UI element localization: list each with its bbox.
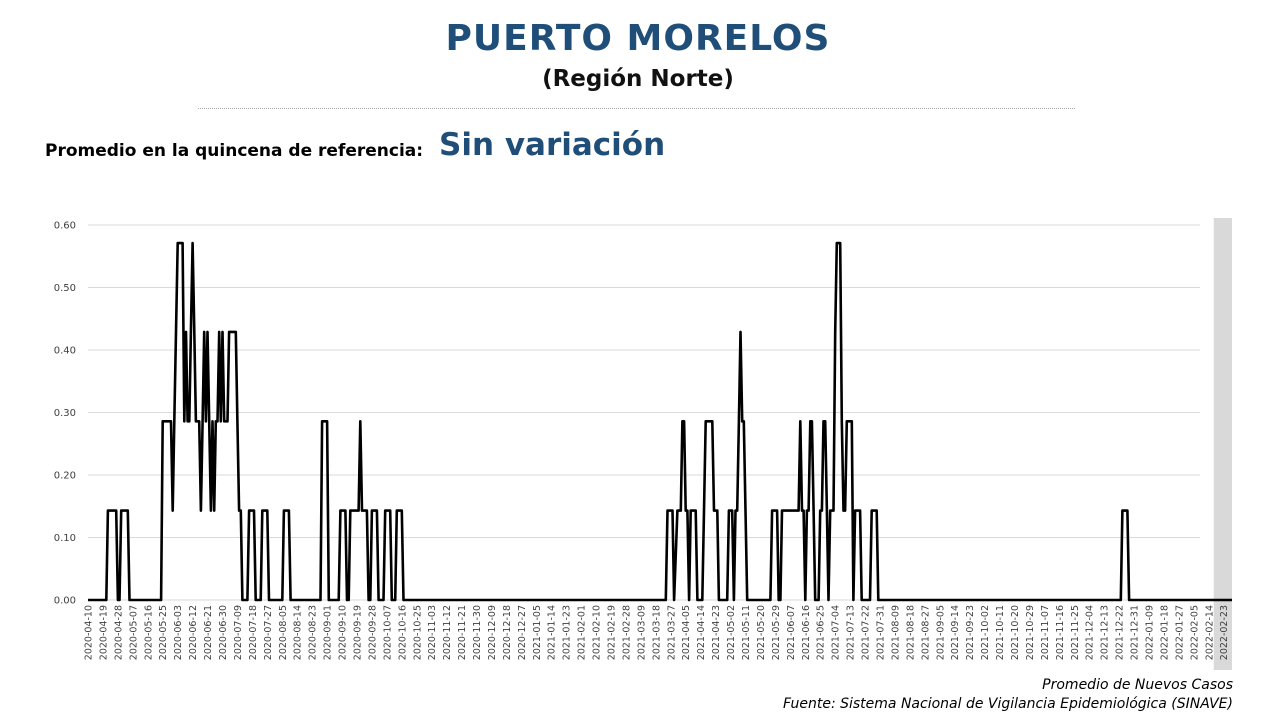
x-tick-label: 2020-10-07: [382, 605, 393, 660]
page-subtitle: (Región Norte): [542, 66, 734, 92]
x-tick-label: 2021-04-14: [696, 605, 707, 660]
title-divider: [198, 108, 1075, 109]
shaded-period: [1213, 218, 1232, 670]
x-tick-label: 2021-08-27: [920, 605, 931, 660]
x-tick-label: 2021-10-11: [995, 605, 1006, 660]
x-tick-label: 2021-10-02: [980, 605, 991, 660]
x-tick-label: 2020-08-05: [278, 605, 289, 660]
x-tick-label: 2021-12-31: [1130, 605, 1141, 660]
x-tick-label: 2020-09-19: [352, 605, 363, 660]
reference-label: Promedio en la quincena de referencia:: [45, 141, 424, 161]
page-title: PUERTO MORELOS: [445, 18, 831, 59]
x-tick-label: 2021-11-16: [1055, 605, 1066, 660]
x-tick-label: 2021-03-18: [651, 605, 662, 660]
x-tick-label: 2021-06-07: [786, 605, 797, 660]
x-tick-label: 2020-12-18: [502, 605, 513, 660]
x-tick-label: 2020-09-01: [323, 605, 334, 660]
x-tick-label: 2020-08-14: [293, 605, 304, 660]
x-tick-label: 2020-06-21: [203, 605, 214, 660]
x-tick-label: 2021-11-25: [1070, 605, 1081, 660]
x-tick-label: 2020-05-16: [143, 605, 154, 660]
x-tick-label: 2021-09-05: [935, 605, 946, 660]
x-tick-label: 2021-12-13: [1100, 605, 1111, 660]
x-tick-label: 2022-01-09: [1144, 605, 1155, 660]
x-tick-label: 2021-04-05: [681, 605, 692, 660]
x-tick-label: 2021-12-22: [1115, 605, 1126, 660]
x-tick-label: 2020-07-27: [263, 605, 274, 660]
series-line: [88, 241, 1232, 602]
x-tick-label: 2021-07-31: [876, 605, 887, 660]
y-tick-label: 0.10: [54, 533, 76, 544]
x-tick-label: 2021-03-09: [636, 605, 647, 660]
x-tick-label: 2020-07-09: [233, 605, 244, 660]
x-tick-label: 2020-11-30: [472, 605, 483, 660]
x-tick-label: 2021-04-23: [711, 605, 722, 660]
x-tick-label: 2020-11-03: [427, 605, 438, 660]
y-tick-label: 0.60: [54, 221, 76, 232]
x-tick-label: 2021-12-04: [1085, 605, 1096, 660]
x-tick-label: 2020-09-28: [367, 605, 378, 660]
x-tick-label: 2021-02-01: [577, 605, 588, 660]
x-tick-label: 2022-02-05: [1189, 605, 1200, 660]
x-tick-label: 2021-01-14: [547, 605, 558, 660]
x-tick-label: 2020-10-25: [412, 605, 423, 660]
x-tick-label: 2021-06-25: [816, 605, 827, 660]
y-tick-label: 0.20: [54, 471, 76, 482]
x-tick-label: 2020-04-19: [98, 605, 109, 660]
x-tick-label: 2021-03-27: [666, 605, 677, 660]
x-tick-label: 2021-05-11: [741, 605, 752, 660]
x-tick-label: 2020-06-03: [173, 605, 184, 660]
x-tick-label: 2022-01-27: [1174, 605, 1185, 660]
x-tick-label: 2021-09-14: [950, 605, 961, 660]
x-tick-label: 2021-01-05: [532, 605, 543, 660]
x-tick-label: 2021-01-23: [562, 605, 573, 660]
x-tick-label: 2020-10-16: [397, 605, 408, 660]
x-tick-label: 2021-09-23: [965, 605, 976, 660]
x-tick-label: 2022-02-14: [1204, 605, 1215, 660]
x-tick-label: 2021-08-18: [905, 605, 916, 660]
x-tick-label: 2021-10-20: [1010, 605, 1021, 660]
x-tick-label: 2021-05-20: [756, 605, 767, 660]
x-tick-label: 2020-11-21: [457, 605, 468, 660]
x-tick-label: 2021-07-04: [831, 605, 842, 660]
x-tick-label: 2020-06-30: [218, 605, 229, 660]
reference-value: Sin variación: [439, 127, 666, 163]
x-tick-label: 2021-07-13: [846, 605, 857, 660]
x-tick-label: 2021-02-28: [621, 605, 632, 660]
x-tick-label: 2020-06-12: [188, 605, 199, 660]
x-tick-label: 2020-04-28: [113, 605, 124, 660]
x-tick-label: 2021-07-22: [861, 605, 872, 660]
y-tick-label: 0.50: [54, 283, 76, 294]
y-tick-label: 0.00: [54, 596, 76, 607]
x-tick-label: 2021-08-09: [890, 605, 901, 660]
x-tick-label: 2020-12-27: [517, 605, 528, 660]
x-tick-label: 2020-04-10: [84, 605, 95, 660]
x-tick-label: 2020-07-18: [248, 605, 259, 660]
x-tick-label: 2021-05-02: [726, 605, 737, 660]
x-tick-label: 2021-02-19: [607, 605, 618, 660]
x-tick-label: 2021-10-29: [1025, 605, 1036, 660]
source-note: Fuente: Sistema Nacional de Vigilancia E…: [783, 696, 1233, 712]
x-tick-label: 2022-01-18: [1159, 605, 1170, 660]
x-tick-label: 2020-05-07: [128, 605, 139, 660]
x-tick-label: 2020-09-10: [338, 605, 349, 660]
y-tick-label: 0.30: [54, 408, 76, 419]
x-tick-label: 2020-05-25: [158, 605, 169, 660]
x-tick-label: 2020-08-23: [308, 605, 319, 660]
x-tick-label: 2021-05-29: [771, 605, 782, 660]
x-tick-label: 2021-06-16: [801, 605, 812, 660]
series-caption: Promedio de Nuevos Casos: [1042, 677, 1233, 693]
x-tick-label: 2022-02-23: [1219, 605, 1230, 660]
x-tick-label: 2021-11-07: [1040, 605, 1051, 660]
y-tick-label: 0.40: [54, 346, 76, 357]
x-tick-label: 2020-12-09: [487, 605, 498, 660]
x-tick-label: 2021-02-10: [592, 605, 603, 660]
x-tick-label: 2020-11-12: [442, 605, 453, 660]
